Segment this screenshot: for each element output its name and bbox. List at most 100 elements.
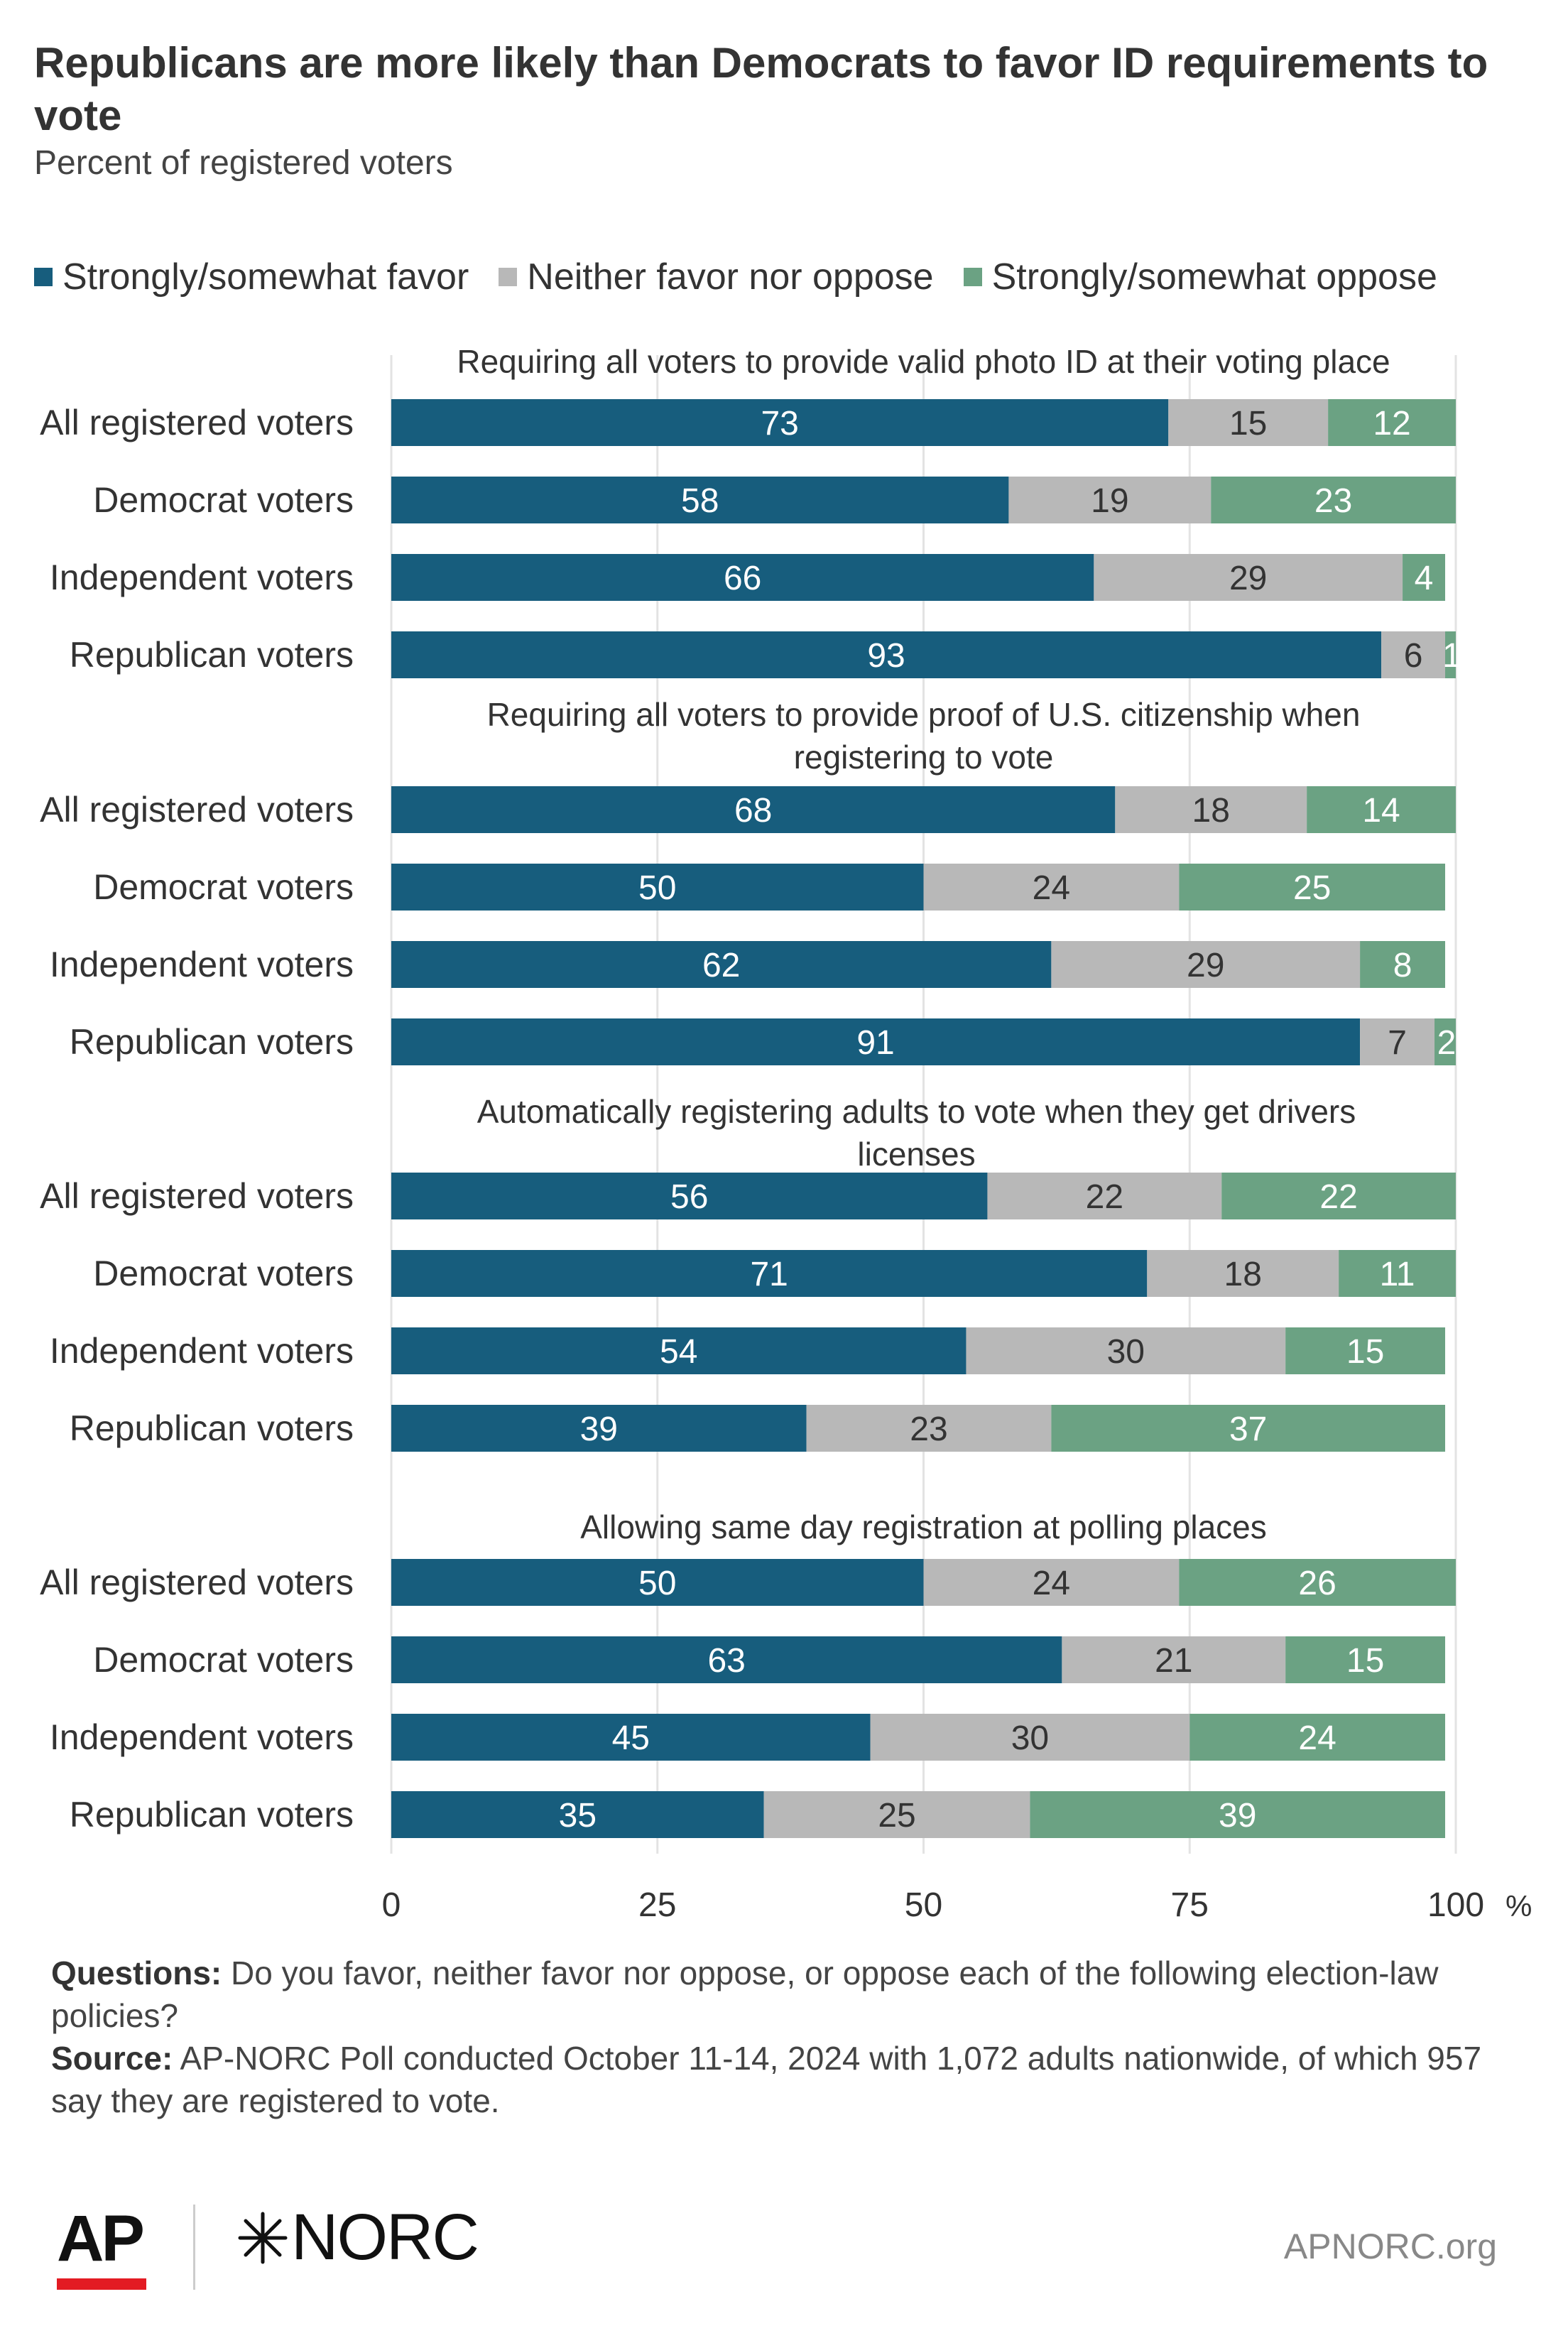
x-axis-unit: % xyxy=(1506,1889,1532,1923)
x-tick-label: 0 xyxy=(382,1886,401,1924)
bar-segment xyxy=(1360,1018,1435,1065)
chart-subtitle: Percent of registered voters xyxy=(34,144,453,182)
row-label: Democrat voters xyxy=(93,1640,354,1680)
legend-swatch-neither xyxy=(499,268,518,286)
data-label: 22 xyxy=(1319,1178,1357,1216)
bar-segment xyxy=(806,1405,1052,1452)
bar-segment xyxy=(1094,554,1403,601)
bar-segment xyxy=(1403,554,1446,601)
row-label: Democrat voters xyxy=(93,867,354,907)
norc-logo: NORC xyxy=(234,2200,479,2275)
source-text: AP-NORC Poll conducted October 11-14, 20… xyxy=(51,2040,1482,2119)
bar-segment xyxy=(987,1173,1222,1219)
logo-divider xyxy=(193,2205,195,2290)
data-label: 91 xyxy=(856,1024,894,1062)
group-title-2: Requiring all voters to provide proof of… xyxy=(487,696,1361,733)
data-label: 19 xyxy=(1091,482,1128,520)
data-label: 2 xyxy=(1437,1024,1457,1062)
bar-segment xyxy=(391,477,1009,523)
bar-segment xyxy=(1328,399,1456,446)
bar-segment xyxy=(391,1791,764,1838)
data-label: 39 xyxy=(580,1411,618,1448)
bar-segment xyxy=(1179,864,1446,911)
row-label: Democrat voters xyxy=(93,1254,354,1293)
row-label: All registered voters xyxy=(40,403,354,442)
x-tick-label: 25 xyxy=(638,1886,676,1924)
bar-segment xyxy=(1285,1636,1446,1683)
data-label: 6 xyxy=(1404,637,1423,675)
bar-segment xyxy=(1221,1173,1456,1219)
data-label: 66 xyxy=(724,560,761,597)
group-title-3: licenses xyxy=(857,1136,975,1173)
source-label: Source: xyxy=(51,2040,173,2077)
data-label: 7 xyxy=(1388,1024,1407,1062)
bar-segment xyxy=(763,1791,1030,1838)
bar-segment xyxy=(391,1559,924,1606)
bar-segment xyxy=(1008,477,1212,523)
website-link[interactable]: APNORC.org xyxy=(1283,2227,1497,2266)
data-label: 24 xyxy=(1033,869,1070,907)
bar-segment xyxy=(1062,1636,1286,1683)
data-label: 22 xyxy=(1086,1178,1123,1216)
data-label: 25 xyxy=(1293,869,1331,907)
row-label: Democrat voters xyxy=(93,480,354,520)
legend-swatch-oppose xyxy=(963,268,982,286)
data-label: 50 xyxy=(638,1565,676,1602)
bar-segment xyxy=(1445,631,1456,678)
bar-segment xyxy=(391,554,1094,601)
row-label: Republican voters xyxy=(70,1795,354,1835)
row-label: Republican voters xyxy=(70,635,354,675)
ap-logo-underline xyxy=(57,2278,146,2290)
row-label: Independent voters xyxy=(50,1331,354,1371)
row-label: Independent voters xyxy=(50,1717,354,1757)
data-label: 29 xyxy=(1187,947,1224,984)
legend-swatch-favor xyxy=(34,268,53,286)
ap-logo: AP xyxy=(57,2202,145,2275)
data-label: 39 xyxy=(1219,1797,1256,1835)
data-label: 62 xyxy=(702,947,740,984)
data-label: 68 xyxy=(734,792,772,830)
x-tick-label: 50 xyxy=(905,1886,942,1924)
data-label: 24 xyxy=(1033,1565,1070,1602)
bar-segment xyxy=(1434,1018,1456,1065)
data-label: 12 xyxy=(1373,405,1410,442)
row-label: Republican voters xyxy=(70,1022,354,1062)
source-note: Source: AP-NORC Poll conducted October 1… xyxy=(51,2037,1528,2122)
bar-segment xyxy=(391,1327,967,1374)
questions-note: Questions: Do you favor, neither favor n… xyxy=(51,1952,1528,2037)
bar-segment xyxy=(966,1327,1286,1374)
data-label: 29 xyxy=(1229,560,1267,597)
row-label: Independent voters xyxy=(50,558,354,597)
row-label: All registered voters xyxy=(40,1176,354,1216)
bar-segment xyxy=(1147,1250,1339,1297)
bar-segment xyxy=(1285,1327,1446,1374)
bar-segment xyxy=(870,1714,1190,1761)
legend-label-oppose: Strongly/somewhat oppose xyxy=(991,256,1437,298)
row-label: Independent voters xyxy=(50,945,354,984)
data-label: 50 xyxy=(638,869,676,907)
data-label: 63 xyxy=(707,1642,745,1680)
legend-item-favor: Strongly/somewhat favor xyxy=(34,256,469,298)
stacked-bar-chart: Requiring all voters to provide valid ph… xyxy=(40,343,1532,1924)
legend-item-neither: Neither favor nor oppose xyxy=(499,256,934,298)
questions-text: Do you favor, neither favor nor oppose, … xyxy=(51,1955,1439,2034)
row-label: All registered voters xyxy=(40,1562,354,1602)
bar-segment xyxy=(1051,1405,1446,1452)
x-tick-label: 100 xyxy=(1427,1886,1484,1924)
row-label: Republican voters xyxy=(70,1408,354,1448)
data-label: 35 xyxy=(559,1797,597,1835)
bar-segment xyxy=(1179,1559,1456,1606)
data-label: 4 xyxy=(1415,560,1434,597)
data-label: 1 xyxy=(1442,637,1461,675)
bar-segment xyxy=(391,864,924,911)
bar-segment xyxy=(391,399,1169,446)
chart-legend: Strongly/somewhat favor Neither favor no… xyxy=(34,256,1568,298)
footer: AP NORC APNORC.org xyxy=(0,2187,1568,2301)
data-label: 58 xyxy=(681,482,719,520)
data-label: 93 xyxy=(867,637,905,675)
bar-segment xyxy=(1381,631,1446,678)
data-label: 71 xyxy=(750,1256,788,1293)
data-label: 26 xyxy=(1298,1565,1336,1602)
data-label: 23 xyxy=(1314,482,1352,520)
data-label: 18 xyxy=(1192,792,1230,830)
